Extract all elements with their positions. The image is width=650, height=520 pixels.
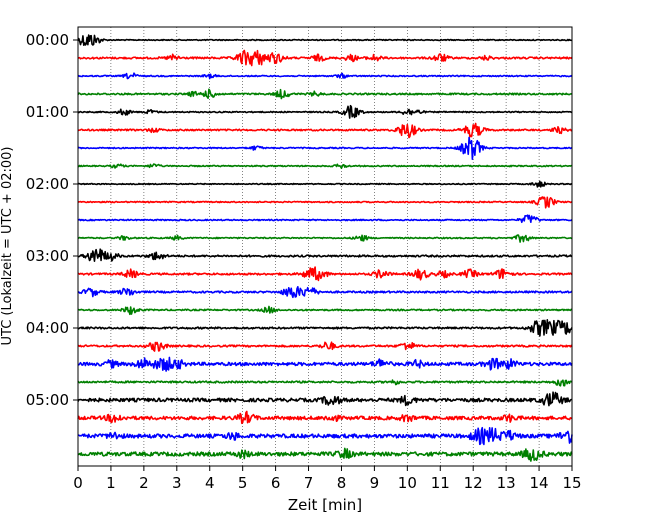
seismic-trace [77,72,573,80]
x-tick-label: 4 [205,474,215,492]
seismic-trace [77,341,573,352]
y-tick-label: 01:00 [26,103,69,121]
x-tick-label: 3 [172,474,182,492]
y-tick-label: 03:00 [26,247,69,265]
seismic-trace [77,136,573,160]
x-tick-label: 8 [337,474,347,492]
seismic-trace [77,49,573,67]
x-tick-label: 12 [464,474,483,492]
x-tick-label: 0 [73,474,83,492]
seismic-trace [77,180,573,188]
x-tick-label: 11 [431,474,450,492]
seismic-trace [77,266,573,282]
y-tick-label: 00:00 [26,31,69,49]
x-tick-label: 1 [106,474,116,492]
x-tick-label: 6 [271,474,281,492]
seismic-trace [77,214,573,224]
traces [77,34,573,462]
x-tick-label: 7 [304,474,314,492]
y-ticks: 00:00 01:00 02:00 03:00 04:00 05:00 [26,31,78,409]
seismic-trace [77,88,573,100]
grid-lines [110,27,540,466]
seismic-trace [77,426,573,446]
seismic-trace [77,234,573,243]
seismic-trace [77,163,573,170]
y-axis-label: UTC (Lokalzeit = UTC + 02:00) [0,147,15,346]
y-tick-label: 02:00 [26,175,69,193]
x-ticks: 0 1 2 3 4 5 6 7 8 9 10 11 12 13 14 15 [73,466,582,492]
seismic-trace [77,196,573,209]
x-tick-label: 13 [497,474,516,492]
x-tick-label: 2 [139,474,149,492]
seismic-trace [77,285,573,299]
seismic-trace [77,447,573,462]
seismic-trace [77,122,573,139]
seismic-trace [77,319,573,337]
x-tick-label: 9 [370,474,380,492]
seismic-trace [77,379,573,387]
x-tick-label: 5 [238,474,248,492]
plot-background [78,27,572,466]
x-axis-label: Zeit [min] [288,496,362,514]
x-tick-label: 15 [562,474,581,492]
x-tick-label: 10 [398,474,417,492]
seismic-trace [77,356,573,372]
seismic-trace [77,34,573,47]
seismic-trace [77,248,573,262]
seismic-trace [77,391,573,407]
plot-frame [77,26,573,467]
y-tick-label: 05:00 [26,391,69,409]
seismic-trace [77,104,573,119]
seismic-trace [77,410,573,425]
seismic-trace [77,305,573,316]
y-tick-label: 04:00 [26,319,69,337]
x-tick-label: 14 [530,474,549,492]
